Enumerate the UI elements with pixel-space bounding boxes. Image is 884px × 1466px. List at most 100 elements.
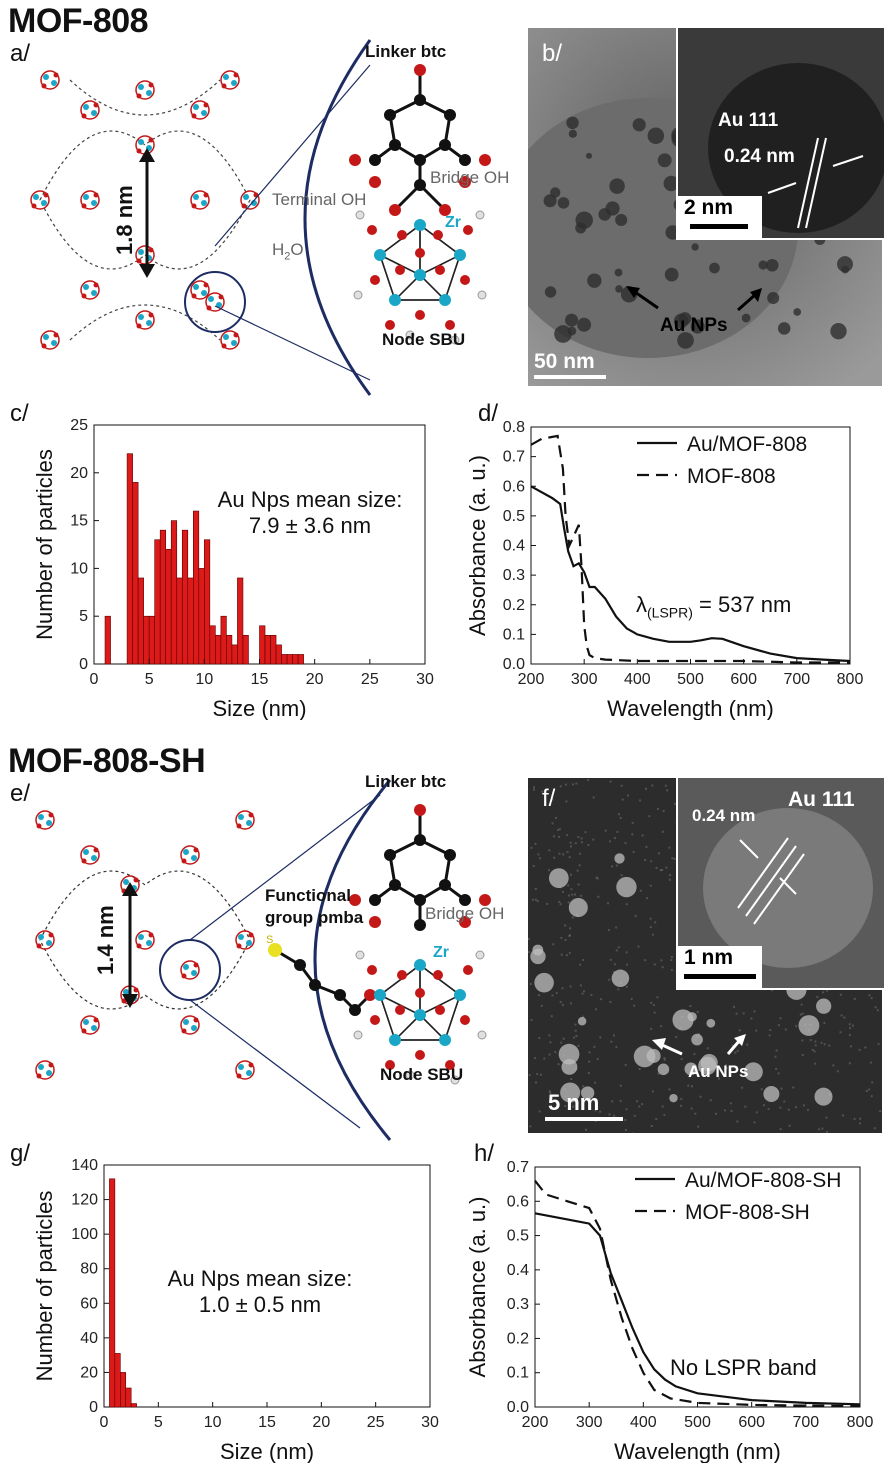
- histogram-bar: [264, 635, 271, 665]
- d-spacing-label-b: 0.24 nm: [724, 146, 795, 167]
- y-tick-label: 0.5: [507, 1228, 529, 1245]
- y-tick-label: 0: [79, 656, 88, 673]
- chart-c-histogram: 0 5 10 15 20 25 30 0 5 10 15 20 25 Size (nm) Number of…: [32, 417, 434, 720]
- x-tick-label: 500: [684, 1414, 711, 1431]
- x-tick-label: 20: [312, 1414, 330, 1431]
- section-title-mof808: MOF-808: [8, 2, 149, 40]
- mean-size-annotation-g: Au Nps mean size: 1.0 ± 0.5 nm: [167, 1266, 353, 1317]
- pore-size-label-e: 1.4 nm: [93, 905, 118, 975]
- inset-scale-box-f: 1 nm: [678, 946, 762, 988]
- scale-label-b: 50 nm: [534, 350, 595, 373]
- linker-label-a: Linker btc: [365, 42, 447, 61]
- x-tick-label: 200: [522, 1414, 549, 1431]
- plane-label-b: Au 111: [718, 110, 779, 131]
- histogram-bar: [170, 520, 178, 665]
- hrtem-inset-b: Au 111 0.24 nm 2 nm: [676, 28, 884, 240]
- y-tick-label: 0.6: [503, 478, 525, 495]
- d-spacing-label-f: 0.24 nm: [692, 806, 756, 825]
- plot-frame: [530, 426, 851, 665]
- histogram-bar: [231, 644, 238, 665]
- histogram-bar: [130, 1403, 137, 1408]
- s-atom-label-e: S: [266, 934, 274, 946]
- panel-label-f: f/: [542, 785, 556, 812]
- mof808-framework-structure: [30, 70, 260, 350]
- histogram-bar: [187, 577, 194, 665]
- histogram-bar: [215, 635, 222, 665]
- histogram-bar: [220, 615, 227, 665]
- inset-scale-label-f: 1 nm: [684, 946, 734, 969]
- y-tick-label: 15: [70, 513, 88, 530]
- legend-entry: Au/MOF-808-SH: [685, 1169, 841, 1192]
- histogram-bar: [292, 654, 299, 665]
- histogram-bar: [270, 635, 277, 665]
- histogram-bar: [281, 654, 288, 665]
- y-tick-label: 10: [70, 560, 88, 577]
- mof808-cluster-molecule: [349, 64, 491, 345]
- inset-scale-bar-b: [690, 224, 748, 229]
- histogram-bar: [104, 615, 111, 665]
- scale-bar-b: [534, 375, 606, 379]
- chart-d-uvvis: Au/MOF-808 MOF-808 200 300 400 500 600 700 800 0.…: [465, 419, 863, 720]
- scale-label-f: 5 nm: [548, 1090, 600, 1115]
- y-tick-label: 0.4: [503, 538, 525, 555]
- histogram-bar: [132, 482, 139, 665]
- series-line-solid: [534, 1212, 861, 1406]
- zr-label-e: Zr: [433, 944, 449, 961]
- y-tick-label: 0.7: [503, 449, 525, 466]
- panel-label-h: h/: [474, 1140, 495, 1167]
- series-line-dashed: [530, 434, 850, 664]
- y-axis-label: Number of particles: [32, 449, 57, 640]
- y-tick-label: 5: [79, 608, 88, 625]
- panel-label-d: d/: [478, 400, 499, 427]
- inset-scale-box-b: 2 nm: [678, 196, 762, 238]
- histogram-bar: [193, 510, 200, 665]
- y-tick-label: 0.3: [503, 567, 525, 584]
- y-axis-label: Number of particles: [32, 1191, 57, 1382]
- bridge-oh-label-e: Bridge OH: [425, 904, 505, 923]
- histogram-bar: [165, 548, 172, 665]
- zoom-arc-a: [214, 39, 372, 396]
- histogram-bar: [114, 1353, 121, 1408]
- lspr-annotation-d: λ(LSPR) = 537 nm: [636, 592, 792, 621]
- section-title-mof808sh: MOF-808-SH: [8, 742, 206, 780]
- au-nps-arrows-f: [652, 1034, 746, 1056]
- y-tick-label: 20: [70, 465, 88, 482]
- x-tick-label: 30: [416, 671, 434, 688]
- x-tick-label: 25: [361, 671, 379, 688]
- histogram-bar: [259, 625, 266, 665]
- y-tick-label: 120: [71, 1192, 98, 1209]
- plane-label-f: Au 111: [788, 788, 855, 811]
- x-tick-label: 10: [195, 671, 213, 688]
- histogram-bar: [126, 453, 133, 665]
- y-tick-label: 0.5: [503, 508, 525, 525]
- y-axis-label: Absorbance (a. u.): [465, 455, 490, 636]
- y-tick-label: 40: [80, 1330, 98, 1347]
- x-tick-label: 25: [367, 1414, 385, 1431]
- x-tick-label: 0: [100, 1414, 109, 1431]
- chart-h-uvvis: Au/MOF-808-SH MOF-808-SH 200 300 400 500 600 70…: [465, 1159, 873, 1463]
- y-tick-label: 0.6: [507, 1193, 529, 1210]
- mean-size-annotation-c: Au Nps mean size: 7.9 ± 3.6 nm: [217, 487, 403, 538]
- zr-label-a: Zr: [445, 214, 461, 231]
- x-tick-label: 20: [306, 671, 324, 688]
- histogram-bar: [242, 635, 249, 665]
- linker-label-e: Linker btc: [365, 772, 447, 791]
- histogram-bar: [297, 654, 304, 665]
- histogram-bar: [286, 654, 293, 665]
- y-tick-label: 100: [71, 1226, 98, 1243]
- y-tick-label: 0.2: [507, 1330, 529, 1347]
- x-tick-label: 300: [571, 671, 598, 688]
- x-tick-label: 15: [251, 671, 269, 688]
- histogram-bar: [181, 529, 189, 665]
- x-axis-label: Size (nm): [212, 696, 306, 720]
- y-tick-label: 80: [80, 1261, 98, 1278]
- series-line-solid: [530, 485, 851, 663]
- x-tick-label: 600: [730, 671, 757, 688]
- histogram-bar: [148, 615, 155, 665]
- terminal-oh-label-a: Terminal OH: [272, 190, 367, 209]
- inset-scale-label-b: 2 nm: [684, 196, 734, 219]
- histogram-bar: [275, 644, 282, 665]
- x-axis-label: Size (nm): [220, 1439, 314, 1463]
- histogram-bar: [209, 625, 216, 665]
- panel-label-g: g/: [10, 1140, 31, 1167]
